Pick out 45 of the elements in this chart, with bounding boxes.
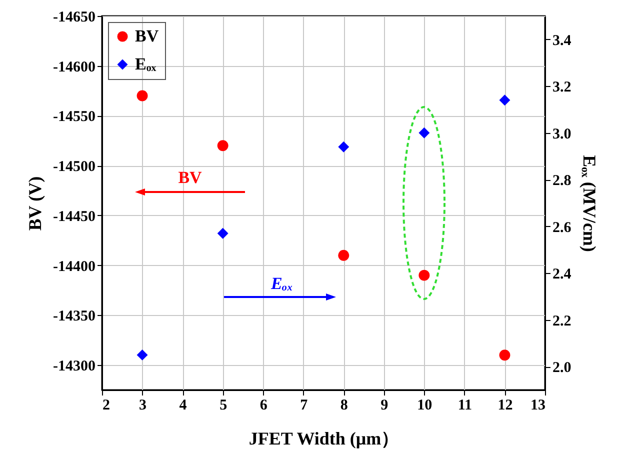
x-axis-title: JFET Width (μm） <box>248 428 400 448</box>
y2-tick-label: 2.0 <box>552 360 572 376</box>
x-tick-label: 8 <box>340 398 348 414</box>
point <box>499 350 510 361</box>
y2-tick-label: 3.0 <box>552 126 572 142</box>
annotation: BV <box>178 168 203 187</box>
y-axis-title: BV (V) <box>25 176 46 231</box>
y-tick-label: -14500 <box>53 159 96 176</box>
x-tick-label: 4 <box>179 398 188 414</box>
y2-tick-label: 2.8 <box>552 173 572 190</box>
x-tick-label: 9 <box>380 398 388 414</box>
annotation: Eₒₓ <box>270 274 294 293</box>
y-tick-label: -14600 <box>53 59 96 76</box>
point <box>217 228 228 239</box>
x-tick-label: 7 <box>300 398 308 414</box>
x-tick-label: 2 <box>102 398 110 414</box>
x-tick-label: 13 <box>530 398 546 414</box>
y2-tick-label: 2.6 <box>552 220 572 236</box>
y-tick-label: -14450 <box>53 208 96 225</box>
x-tick-label: 10 <box>417 398 432 414</box>
x-tick-label: 11 <box>458 398 472 414</box>
y2-tick-label: 2.4 <box>552 266 572 283</box>
point <box>418 270 430 281</box>
x-tick-label: 6 <box>260 398 268 414</box>
point <box>136 349 148 360</box>
y2-tick-label: 3.4 <box>552 32 572 49</box>
point <box>499 94 510 106</box>
y-tick-label: -14550 <box>53 109 96 126</box>
y-tick-label: -14350 <box>53 308 96 325</box>
point <box>338 250 350 261</box>
point <box>418 127 430 138</box>
y-tick-label: -14300 <box>53 358 96 375</box>
legend-label: Eₒₓ <box>135 54 156 74</box>
x-tick-label: 3 <box>139 398 147 414</box>
y2-axis-title: Eₒₓ (MV/cm) <box>579 155 600 252</box>
y2-tick-label: 3.2 <box>552 80 572 96</box>
y2-tick-label: 2.2 <box>552 313 572 330</box>
y-tick-label: -14400 <box>53 258 96 275</box>
x-tick-label: 12 <box>498 398 513 414</box>
y-tick-label: -14650 <box>53 10 96 26</box>
point <box>217 140 228 152</box>
legend-label: BV <box>135 26 160 46</box>
point <box>136 90 148 102</box>
point <box>338 141 350 152</box>
x-tick-label: 5 <box>220 398 228 414</box>
